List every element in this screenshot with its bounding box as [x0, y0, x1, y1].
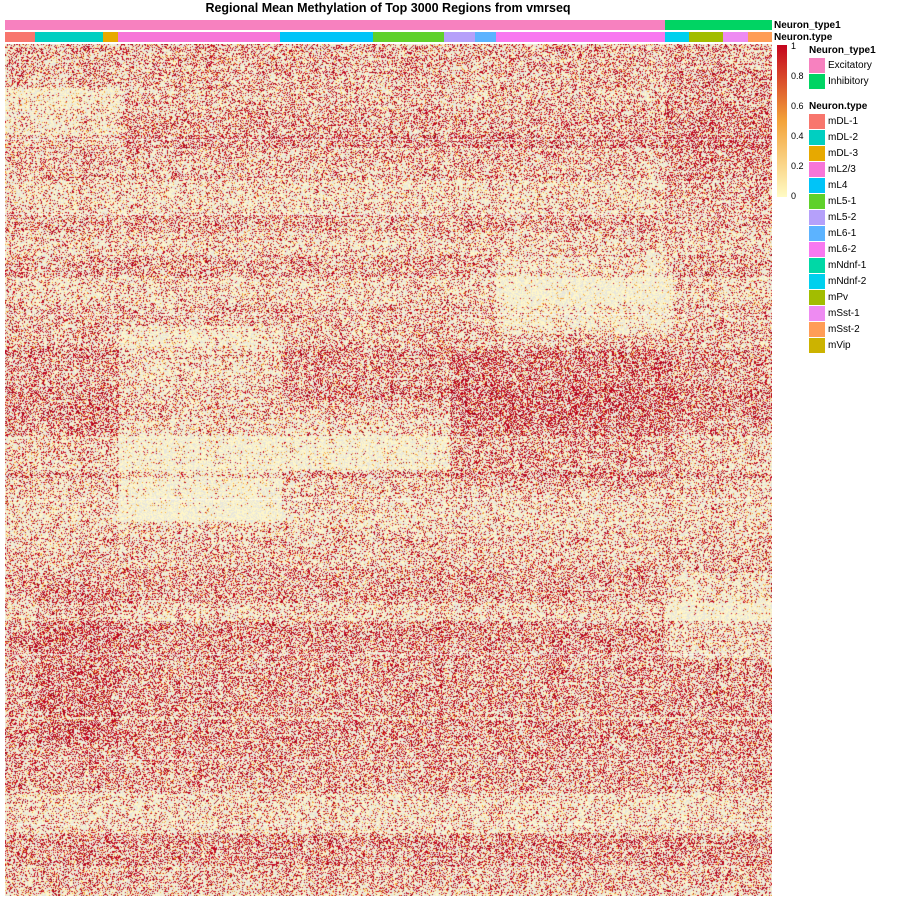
legend-label: mNdnf-1	[828, 260, 867, 271]
color-scale-tick: 0.6	[791, 101, 804, 111]
legend-label: mVip	[828, 340, 851, 351]
legend-label: mDL-1	[828, 116, 859, 127]
legend-label: mL6-1	[828, 228, 857, 239]
legend-label: Excitatory	[828, 60, 872, 71]
legend-swatch	[809, 242, 825, 257]
neuron-type1-segment-excitatory	[5, 20, 666, 30]
neuron-type-segment-ml5-1	[372, 32, 445, 42]
neuron-type-segment-ml2-3	[117, 32, 281, 42]
neuron-type1-annotation-bar	[5, 20, 773, 30]
legend-label: mL5-2	[828, 212, 857, 223]
neuron-type-annotation-bar	[5, 32, 773, 42]
methylation-heatmap	[5, 44, 772, 896]
neuron-type1-annotation-label: Neuron_type1	[774, 20, 841, 31]
legend-swatch	[809, 194, 825, 209]
color-scale-tick: 0.4	[791, 131, 804, 141]
neuron-type-segment-mdl-3	[102, 32, 119, 42]
legend-swatch	[809, 290, 825, 305]
neuron-type-segment-mndnf-2	[665, 32, 690, 42]
neuron-type-segment-ml6-2	[496, 32, 666, 42]
legend-label: Inhibitory	[828, 76, 869, 87]
legend-swatch	[809, 146, 825, 161]
legend-label: mDL-3	[828, 148, 859, 159]
neuron-type-segment-ml5-2	[444, 32, 476, 42]
legend-swatch	[809, 226, 825, 241]
legend-label: mSst-1	[828, 308, 860, 319]
neuron-type-segment-msst-1	[723, 32, 749, 42]
legend-swatch	[809, 178, 825, 193]
color-scale-bar	[777, 45, 787, 197]
legend-swatch	[809, 258, 825, 273]
legend-label: mNdnf-2	[828, 276, 867, 287]
neuron-type-segment-mpv	[689, 32, 724, 42]
color-scale-tick: 0.2	[791, 161, 804, 171]
color-scale-tick: 1	[791, 41, 797, 51]
neuron-type-segment-mdl-1	[5, 32, 36, 42]
color-scale-tick: 0.8	[791, 71, 804, 81]
neuron-type-segment-ml6-1	[475, 32, 497, 42]
neuron-type-segment-ml4	[279, 32, 374, 42]
legend-title-neuron-type: Neuron.type	[809, 101, 868, 112]
legend-swatch	[809, 306, 825, 321]
legend-swatch	[809, 114, 825, 129]
legend-label: mPv	[828, 292, 848, 303]
chart-title: Regional Mean Methylation of Top 3000 Re…	[205, 1, 571, 15]
legend-label: mSst-2	[828, 324, 860, 335]
neuron-type-annotation-label: Neuron.type	[774, 32, 833, 43]
color-scale-tick: 0	[791, 191, 797, 201]
legend-swatch	[809, 162, 825, 177]
legend-swatch	[809, 322, 825, 337]
legend-swatch	[809, 130, 825, 145]
legend-swatch	[809, 58, 825, 73]
legend-swatch	[809, 74, 825, 89]
legend-swatch	[809, 274, 825, 289]
legend-title-neuron-type1: Neuron_type1	[809, 45, 876, 56]
legend-label: mL2/3	[828, 164, 856, 175]
legend-label: mL5-1	[828, 196, 857, 207]
legend-swatch	[809, 210, 825, 225]
neuron-type1-segment-inhibitory	[665, 20, 773, 30]
neuron-type-segment-mdl-2	[34, 32, 104, 42]
neuron-type-segment-msst-2	[748, 32, 773, 42]
legend-label: mL4	[828, 180, 848, 191]
legend-swatch	[809, 338, 825, 353]
legend-label: mL6-2	[828, 244, 857, 255]
legend-label: mDL-2	[828, 132, 859, 143]
